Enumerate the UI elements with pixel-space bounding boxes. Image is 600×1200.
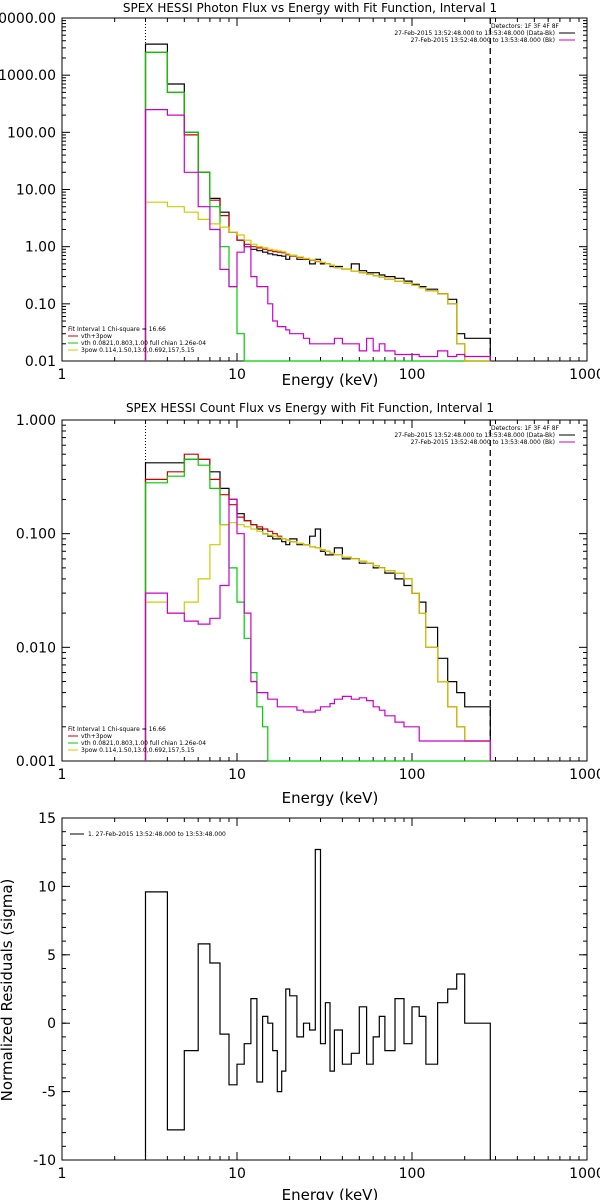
y-tick-label: 0.01 bbox=[25, 354, 56, 370]
series-line-4 bbox=[144, 109, 491, 361]
count-flux-panel: SPEX HESSI Count Flux vs Energy with Fit… bbox=[16, 401, 600, 807]
y-tick-label: 1.00 bbox=[25, 240, 56, 256]
y-tick-label: 10000.00 bbox=[0, 11, 56, 27]
count-flux-plot-frame bbox=[61, 419, 588, 762]
y-tick-label: 15 bbox=[38, 811, 56, 827]
residuals-plot-frame bbox=[61, 817, 588, 1161]
legend-entry-label: 27-Feb-2015 13:52:48.000 to 13:53:48.000… bbox=[411, 439, 555, 446]
y-tick-label: 10 bbox=[38, 879, 56, 895]
x-tick-label: 1 bbox=[58, 367, 67, 383]
y-tick-label: 5 bbox=[47, 948, 56, 964]
legend-entry-label: 27-Feb-2015 13:52:48.000 to 13:53:48.000… bbox=[394, 30, 555, 37]
series-line-3 bbox=[144, 522, 491, 761]
count-flux-title: SPEX HESSI Count Flux vs Energy with Fit… bbox=[126, 401, 494, 415]
photon-flux-title: SPEX HESSI Photon Flux vs Energy with Fi… bbox=[123, 1, 497, 15]
legend-entry-label: vth 0.0821,0.803,1.00 full chian 1.26e-0… bbox=[81, 740, 206, 747]
x-tick-label: 1000 bbox=[569, 1166, 600, 1182]
series-line-4 bbox=[144, 498, 491, 761]
legend-entry-label: 27-Feb-2015 13:52:48.000 to 13:53:48.000… bbox=[394, 432, 555, 439]
y-tick-label: -5 bbox=[42, 1085, 56, 1101]
y-tick-label: 0 bbox=[47, 1016, 56, 1032]
series-line-0 bbox=[144, 43, 491, 361]
y-tick-label: 10.00 bbox=[16, 183, 56, 199]
series-line-1 bbox=[144, 51, 491, 362]
legend-entry-label: 3pow 0.114,1.50,13.0,0.692,157,5.15 bbox=[81, 747, 195, 754]
legend-entry-label: vth 0.0821,0.803,1.00 full chian 1.26e-0… bbox=[81, 340, 206, 347]
x-tick-label: 10 bbox=[228, 367, 246, 383]
y-tick-label: 0.100 bbox=[16, 527, 56, 543]
y-tick-label: 0.010 bbox=[16, 640, 56, 656]
y-tick-label: -10 bbox=[33, 1153, 56, 1169]
legend-entry-label: vth+3pow bbox=[81, 333, 112, 340]
y-tick-label: 100.00 bbox=[7, 125, 56, 141]
legend-entry-label: 3pow 0.114,1.50,13.0,0.692,157,5.15 bbox=[81, 347, 195, 354]
x-tick-label: 1000 bbox=[569, 367, 600, 383]
legend-entry-label: 27-Feb-2015 13:52:48.000 to 13:53:48.000… bbox=[411, 37, 555, 44]
legend-entry-label: vth+3pow bbox=[81, 733, 112, 740]
count-flux-x-axis-title: Energy (keV) bbox=[282, 789, 379, 807]
series-line-0 bbox=[144, 848, 491, 1160]
y-tick-label: 1000.00 bbox=[0, 68, 56, 84]
x-tick-label: 100 bbox=[399, 367, 426, 383]
x-tick-label: 100 bbox=[399, 767, 426, 783]
x-tick-label: 10 bbox=[228, 1166, 246, 1182]
y-tick-label: 0.001 bbox=[16, 754, 56, 770]
residuals-panel: 1 10 100 1000 15 10 5 0 -5 -10 1. 27-Feb-2015 13:… bbox=[0, 811, 600, 1200]
photon-flux-plot-frame bbox=[61, 17, 588, 362]
x-tick-label: 1 bbox=[58, 767, 67, 783]
series-line-3 bbox=[144, 201, 491, 362]
series-line-2 bbox=[144, 458, 491, 762]
series-line-0 bbox=[144, 458, 491, 761]
residuals-x-axis-title: Energy (keV) bbox=[282, 1186, 379, 1200]
y-tick-label: 1.000 bbox=[16, 413, 56, 429]
x-tick-label: 100 bbox=[399, 1166, 426, 1182]
photon-flux-x-axis-title: Energy (keV) bbox=[282, 371, 379, 389]
x-tick-label: 1000 bbox=[569, 767, 600, 783]
legend-entry-label: 1. 27-Feb-2015 13:52:48.000 to 13:53:48.… bbox=[88, 831, 226, 838]
fit-interval-label: Fit Interval 1 Chi-square = 16.66 bbox=[68, 726, 166, 733]
y-tick-label: 0.10 bbox=[25, 297, 56, 313]
detectors-label: Detectors: 1F 3F 4F 8F bbox=[491, 23, 560, 30]
series-line-1 bbox=[144, 453, 491, 761]
x-tick-label: 1 bbox=[58, 1166, 67, 1182]
detectors-label: Detectors: 1F 3F 4F 8F bbox=[491, 425, 560, 432]
fit-interval-label: Fit Interval 1 Chi-square = 16.66 bbox=[68, 326, 166, 333]
residuals-y-axis-title: Normalized Residuals (sigma) bbox=[0, 879, 16, 1102]
series-line-2 bbox=[144, 51, 491, 362]
photon-flux-panel: SPEX HESSI Photon Flux vs Energy with Fi… bbox=[0, 1, 600, 389]
x-tick-label: 10 bbox=[228, 767, 246, 783]
